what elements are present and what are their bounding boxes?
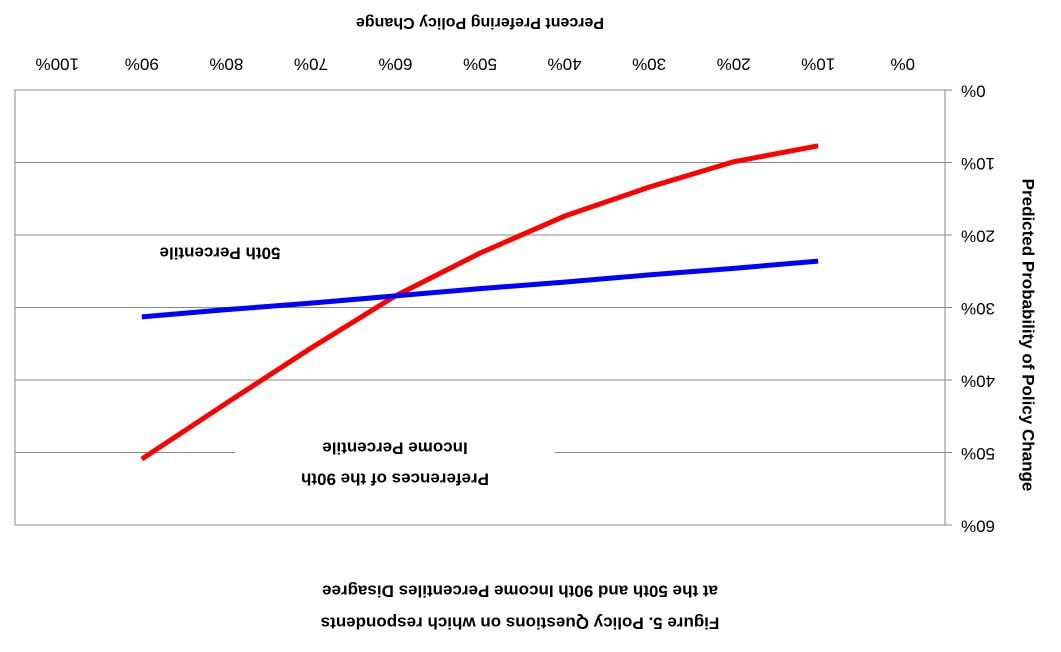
plot-border [14, 89, 946, 526]
x-axis-label: Percent Prefering Policy Change [356, 14, 604, 31]
y-tick-label: 10% [961, 154, 995, 173]
y-tick-label: 30% [961, 299, 995, 318]
annotation: Preferences of the 90th [301, 470, 489, 489]
chart-title: at the 50th and 90th Income Percentiles … [322, 582, 718, 601]
annotation: Income Percentile [322, 439, 468, 458]
x-tick-label: 20% [717, 55, 751, 74]
annotation-bg [235, 430, 555, 502]
y-tick-label: 60% [961, 517, 995, 536]
x-tick-label: 100% [36, 55, 79, 74]
x-tick-label: 30% [632, 55, 666, 74]
y-tick-label: 20% [961, 227, 995, 246]
y-axis-label: Predicted Probability of Policy Change [1019, 179, 1038, 492]
x-tick-label: 10% [801, 55, 835, 74]
series-line [141, 258, 819, 320]
y-tick-label: 50% [961, 444, 995, 463]
x-tick-label: 70% [294, 55, 328, 74]
annotation: 50th Percentile [160, 244, 281, 263]
x-tick-label: 80% [209, 55, 243, 74]
series-line [140, 143, 819, 462]
chart-title: Figure 5. Policy Questions on which resp… [321, 614, 720, 633]
x-tick-label: 40% [548, 55, 582, 74]
x-tick-label: 0% [890, 55, 915, 74]
x-tick-label: 60% [378, 55, 412, 74]
rotated-chart: 0% 10% 20% 30% 40% 50% 60% 0% 10% 20% 30% 40% 50% 60%… [14, 14, 1038, 633]
x-tick-label: 90% [125, 55, 159, 74]
y-tick-label: 40% [961, 372, 995, 391]
x-tick-label: 50% [463, 55, 497, 74]
y-tick-label: 0% [961, 82, 986, 101]
